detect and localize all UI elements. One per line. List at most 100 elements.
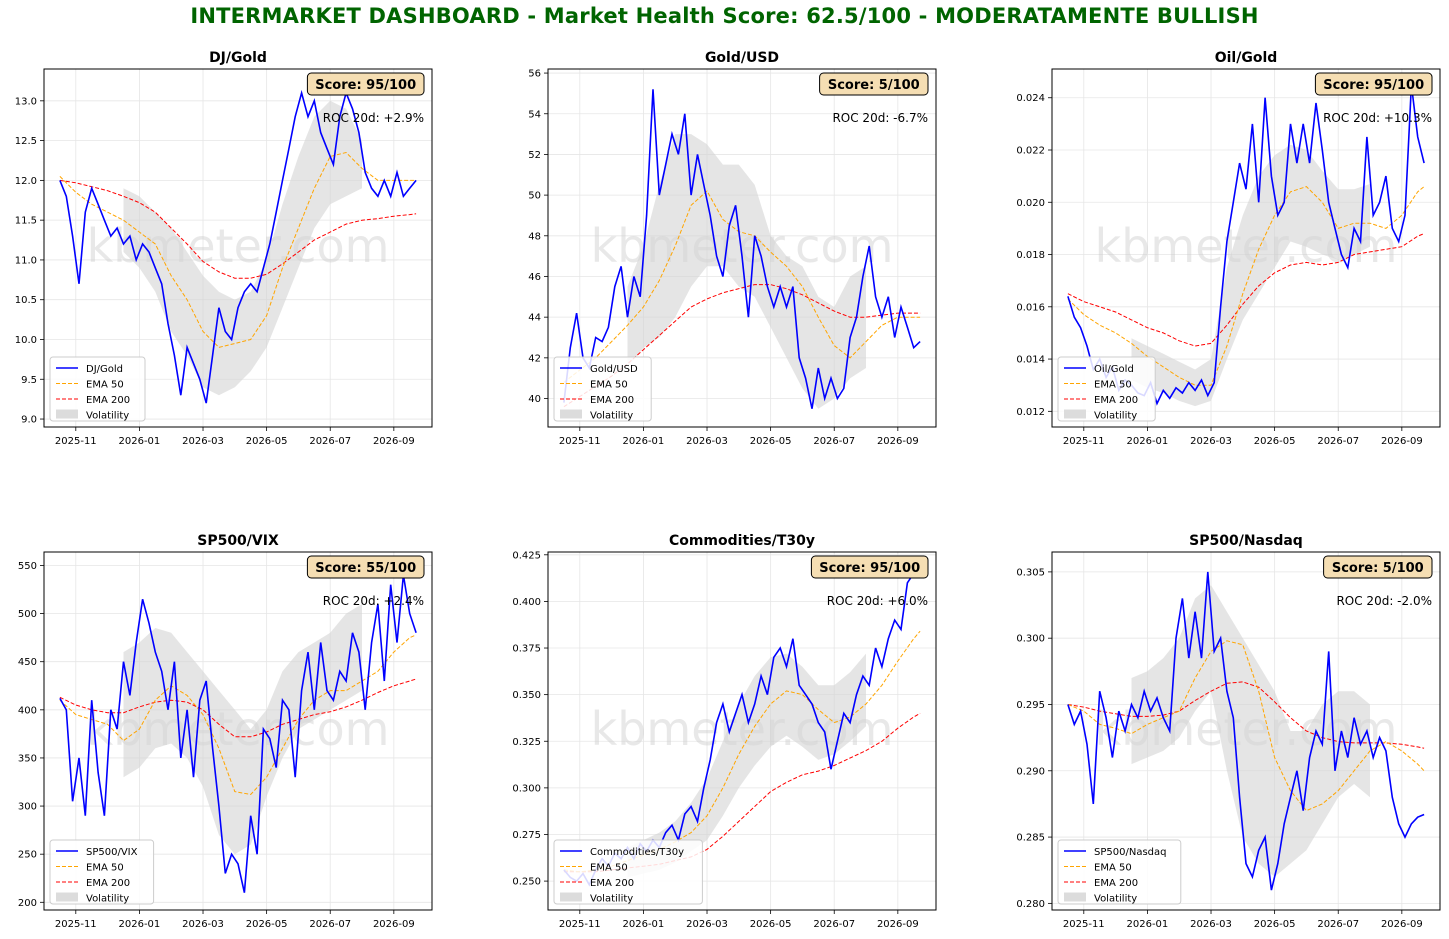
legend-box (1057, 839, 1182, 905)
roc-label: ROC 20d: +6.0% (827, 594, 928, 608)
ema50-line (563, 190, 921, 383)
y-tick-label: 11.5 (15, 216, 37, 227)
y-tick-label: 350 (18, 753, 37, 764)
legend-label: Volatility (86, 894, 129, 905)
x-tick-label: 2026-01 (119, 436, 161, 447)
y-tick-label: 200 (18, 898, 37, 909)
y-tick-label: 0.300 (1016, 634, 1045, 645)
plot-frame (547, 551, 937, 911)
score-label: Score: 5/100 (828, 78, 920, 93)
price-line (563, 89, 921, 409)
score-label: Score: 95/100 (819, 561, 920, 576)
legend-label: SP500/Nasdaq (1094, 847, 1166, 858)
x-tick-label: 2026-07 (309, 919, 351, 930)
roc-label: ROC 20d: +2.4% (323, 594, 424, 608)
y-tick-label: 450 (18, 657, 37, 668)
y-tick-label: 56 (528, 69, 541, 80)
y-tick-label: 250 (18, 850, 37, 861)
y-tick-label: 0.018 (1016, 250, 1045, 261)
x-tick-label: 2026-01 (119, 919, 161, 930)
y-tick-label: 0.375 (512, 644, 541, 655)
x-tick-label: 2025-11 (1063, 436, 1105, 447)
y-tick-label: 42 (528, 353, 541, 364)
chart-title: Gold/USD (705, 50, 779, 66)
x-tick-label: 2026-09 (373, 919, 415, 930)
y-tick-label: 9.5 (21, 375, 37, 386)
plot-frame (547, 68, 937, 428)
price-line (59, 89, 417, 404)
legend-label: DJ/Gold (86, 364, 123, 375)
y-tick-label: 50 (528, 191, 541, 202)
y-tick-label: 550 (18, 561, 37, 572)
legend-label: Volatility (590, 411, 633, 422)
score-badge (1323, 555, 1433, 579)
chart-panel: kbmeter.com 9.0 9.5 10.0 10.5 11.0 11.5 12.0 12.… (15, 50, 433, 447)
score-badge (306, 555, 425, 579)
legend-box (49, 356, 146, 422)
x-tick-label: 2026-09 (1381, 436, 1423, 447)
chart-panel: kbmeter.com0.2500.2750.3000.3250.3500.37… (512, 533, 937, 930)
y-tick-label: 0.295 (1016, 700, 1045, 711)
plot-layer: kbmeter.com (59, 574, 417, 893)
legend-volatility-swatch (56, 892, 78, 902)
plot-frame (43, 68, 433, 428)
x-tick-label: 2025-11 (1063, 919, 1105, 930)
y-tick-label: 300 (18, 802, 37, 813)
y-tick-label: 12.5 (15, 136, 37, 147)
legend-label: EMA 200 (86, 395, 130, 406)
y-tick-label: 9.0 (21, 415, 37, 426)
legend-label: SP500/VIX (86, 847, 138, 858)
plot-layer: kbmeter.com (59, 89, 417, 404)
legend-label: Volatility (1094, 411, 1137, 422)
volatility-band (1131, 585, 1370, 877)
y-tick-label: 0.016 (1016, 302, 1045, 313)
chart-title: DJ/Gold (209, 50, 267, 66)
roc-label: ROC 20d: -2.0% (1336, 594, 1432, 608)
legend-label: EMA 200 (1094, 878, 1138, 889)
y-tick-label: 44 (528, 313, 541, 324)
x-tick-label: 2026-07 (813, 919, 855, 930)
volatility-band (1131, 144, 1370, 407)
chart-panel: kbmeter.com 200 250 300 350 400 450 500 550 2025-… (18, 533, 433, 930)
legend-label: Volatility (86, 411, 129, 422)
y-tick-label: 0.300 (512, 783, 541, 794)
ema50-line (1067, 186, 1425, 386)
x-tick-label: 2026-05 (246, 436, 288, 447)
plot-frame (1051, 68, 1441, 428)
legend-box (1057, 356, 1156, 422)
legend-label: EMA 200 (86, 878, 130, 889)
x-tick-label: 2026-03 (182, 436, 224, 447)
y-tick-label: 0.022 (1016, 146, 1045, 157)
ema50-line (1067, 640, 1425, 812)
score-label: Score: 95/100 (315, 78, 416, 93)
legend-box (553, 839, 703, 905)
y-tick-label: 0.325 (512, 737, 541, 748)
legend-label: Gold/USD (590, 364, 638, 375)
plot-layer: kbmeter.com (1067, 571, 1425, 891)
y-tick-label: 11.0 (15, 255, 37, 266)
plot-frame (43, 551, 433, 911)
chart-title: SP500/VIX (197, 533, 279, 549)
y-tick-label: 0.250 (512, 877, 541, 888)
volatility-band (627, 653, 866, 878)
legend-label: EMA 50 (590, 863, 628, 874)
x-tick-label: 2026-05 (750, 919, 792, 930)
x-tick-label: 2025-11 (559, 919, 601, 930)
y-tick-label: 400 (18, 705, 37, 716)
y-tick-label: 0.280 (1016, 899, 1045, 910)
y-tick-label: 500 (18, 609, 37, 620)
score-badge (306, 72, 425, 96)
legend-volatility-swatch (560, 409, 582, 419)
x-tick-label: 2026-03 (686, 436, 728, 447)
legend-label: EMA 200 (590, 878, 634, 889)
y-tick-label: 0.012 (1016, 407, 1045, 418)
legend-box (49, 839, 155, 905)
y-tick-label: 10.5 (15, 295, 37, 306)
legend-volatility-swatch (560, 892, 582, 902)
x-tick-label: 2026-05 (1254, 436, 1296, 447)
chart-panel: kbmeter.com 0.012 0.014 0.016 0.018 0.020 0.02… (1016, 50, 1441, 447)
volatility-band (627, 134, 866, 409)
x-tick-label: 2026-07 (1317, 919, 1359, 930)
y-tick-label: 10.0 (15, 335, 37, 346)
